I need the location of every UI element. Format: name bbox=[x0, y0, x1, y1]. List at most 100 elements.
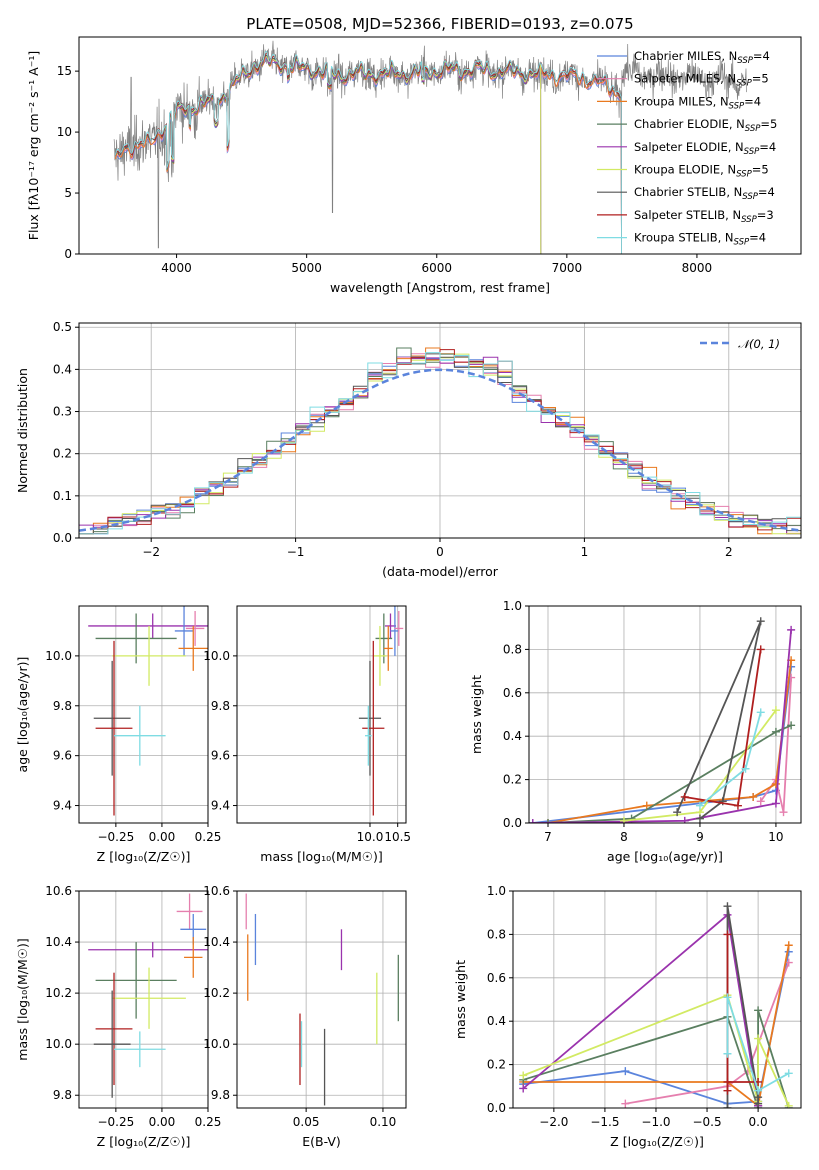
model-spectrum-chabrier-elodie bbox=[163, 54, 542, 254]
legend: Chabrier MILES, NSSP=4 Salpeter MILES, NS… bbox=[597, 49, 777, 248]
weight-marker bbox=[723, 1086, 732, 1095]
y-tick-label: 0 bbox=[64, 247, 72, 261]
y-tick-label: 10.4 bbox=[203, 935, 230, 949]
plot-area bbox=[358, 606, 404, 816]
plot-area bbox=[88, 893, 208, 1098]
x-axis-label: E(B-V) bbox=[302, 1134, 341, 1149]
y-tick-label: 9.8 bbox=[211, 1088, 230, 1102]
y-tick-label: 10.0 bbox=[45, 649, 72, 663]
y-tick-label: 0.8 bbox=[503, 642, 522, 656]
model-spectrum-chabrier-miles bbox=[114, 58, 622, 254]
x-tick-label: 4000 bbox=[161, 261, 192, 275]
plot-area bbox=[113, 40, 747, 254]
x-tick-label: 8 bbox=[620, 830, 628, 844]
y-tick-label: 0.5 bbox=[53, 320, 72, 334]
y-axis-label: Flux [fλ10⁻¹⁷ erg cm⁻² s⁻¹ A⁻¹] bbox=[26, 51, 41, 240]
x-axis-label: age [log₁₀(age/yr)] bbox=[607, 849, 723, 864]
weight-marker bbox=[749, 792, 758, 801]
y-tick-label: 0.1 bbox=[53, 489, 72, 503]
x-axis-label: Z [log₁₀(Z/Z☉)] bbox=[610, 1134, 704, 1149]
y-axis-label: mass [log₁₀(M/M☉)] bbox=[15, 938, 30, 1060]
weight-marker bbox=[723, 930, 732, 939]
plot-area bbox=[245, 893, 399, 1106]
x-tick-label: 10.5 bbox=[384, 830, 411, 844]
weight-marker bbox=[771, 727, 780, 736]
legend-label: Salpeter ELODIE, NSSP=4 bbox=[634, 140, 776, 157]
weight-marker bbox=[754, 1006, 763, 1015]
weight-line bbox=[547, 660, 792, 823]
weight-marker bbox=[695, 801, 704, 810]
weight-marker bbox=[723, 993, 732, 1002]
weight-marker bbox=[723, 1104, 732, 1108]
axes-frame bbox=[512, 890, 802, 1109]
axes-frame bbox=[78, 890, 209, 1109]
x-tick-label: 9 bbox=[696, 830, 704, 844]
axes-frame bbox=[78, 605, 209, 824]
weight-marker bbox=[787, 625, 796, 634]
y-tick-label: 0.3 bbox=[53, 405, 72, 419]
x-tick-label: 0.00 bbox=[149, 830, 176, 844]
y-tick-label: 10 bbox=[57, 125, 72, 139]
plot-area bbox=[529, 617, 796, 823]
weight-marker bbox=[642, 801, 651, 810]
panel-age_vs_Z: −0.25 0.00 0.25 9.4 9.6 9.8 10.0 Z [log₁₀(Z/Z☉)… bbox=[15, 605, 222, 864]
x-tick-label: 0.05 bbox=[293, 1115, 320, 1129]
y-tick-label: 10.2 bbox=[45, 986, 72, 1000]
y-axis-label: mass weight bbox=[453, 960, 468, 1039]
y-axis-label: Normed distribution bbox=[15, 368, 30, 493]
x-axis-label: Z [log₁₀(Z/Z☉)] bbox=[97, 1134, 191, 1149]
x-tick-label: 5000 bbox=[291, 261, 322, 275]
y-tick-label: 10.4 bbox=[45, 935, 72, 949]
x-tick-label: 0.25 bbox=[195, 830, 222, 844]
axes-frame bbox=[78, 322, 802, 539]
y-tick-label: 9.8 bbox=[211, 699, 230, 713]
y-tick-label: 0.2 bbox=[487, 1058, 506, 1072]
weight-line bbox=[759, 677, 792, 813]
legend-label: Chabrier MILES, NSSP=4 bbox=[634, 49, 770, 66]
weight-marker bbox=[756, 797, 765, 806]
x-tick-label: −0.25 bbox=[97, 1115, 134, 1129]
legend-label: Chabrier STELIB, NSSP=4 bbox=[634, 185, 775, 202]
weight-line bbox=[547, 724, 792, 823]
x-tick-label: −2.0 bbox=[539, 1115, 568, 1129]
model-spectrum-salpeter-elodie bbox=[163, 55, 542, 254]
x-tick-label: −1 bbox=[287, 545, 305, 559]
weight-marker bbox=[723, 902, 732, 911]
x-axis-label: wavelength [Angstrom, rest frame] bbox=[330, 280, 550, 295]
y-tick-label: 9.8 bbox=[53, 699, 72, 713]
plot-area bbox=[519, 902, 793, 1108]
legend-label: 𝒩(0, 1) bbox=[738, 337, 780, 351]
x-tick-label: 0 bbox=[436, 545, 444, 559]
weight-marker bbox=[754, 1086, 763, 1095]
weight-marker bbox=[621, 1099, 630, 1108]
weight-marker bbox=[754, 1099, 763, 1108]
y-tick-label: 10.6 bbox=[45, 884, 72, 898]
x-tick-label: 7 bbox=[544, 830, 552, 844]
weight-marker bbox=[741, 764, 750, 773]
x-axis-label: (data-model)/error bbox=[382, 564, 499, 579]
weight-marker bbox=[784, 1069, 793, 1078]
figure-title: PLATE=0508, MJD=52366, FIBERID=0193, z=0… bbox=[246, 15, 633, 33]
panel-spectrum: 4000 5000 6000 7000 8000 0 5 10 15 wavelength [An… bbox=[26, 36, 802, 295]
weight-marker bbox=[680, 792, 689, 801]
weight-marker bbox=[771, 706, 780, 715]
x-tick-label: 8000 bbox=[682, 261, 713, 275]
x-tick-label: 0.10 bbox=[370, 1115, 397, 1129]
legend-label: Kroupa ELODIE, NSSP=5 bbox=[634, 163, 769, 180]
panel-weight_vs_age: 7 8 9 10 0.0 0.2 0.4 0.6 0.8 1.0 age [log₁₀(age/yr… bbox=[469, 599, 802, 864]
x-tick-label: −1.0 bbox=[641, 1115, 670, 1129]
y-tick-label: 0.6 bbox=[487, 971, 506, 985]
weight-marker bbox=[529, 819, 537, 823]
panel-mass_vs_ebv: 0.05 0.10 9.8 10.0 10.2 10.4 10.6 E(B-V) bbox=[203, 884, 407, 1149]
y-axis-label: mass weight bbox=[469, 675, 484, 754]
plot-area bbox=[79, 347, 801, 538]
weight-marker bbox=[673, 808, 682, 817]
legend-label: Salpeter MILES, NSSP=5 bbox=[634, 72, 769, 89]
weight-line bbox=[676, 620, 762, 820]
legend-label: Salpeter STELIB, NSSP=3 bbox=[634, 208, 774, 225]
weight-marker bbox=[756, 617, 765, 626]
weight-line bbox=[532, 629, 792, 823]
weight-marker bbox=[519, 1084, 528, 1093]
plot-area bbox=[88, 606, 208, 816]
